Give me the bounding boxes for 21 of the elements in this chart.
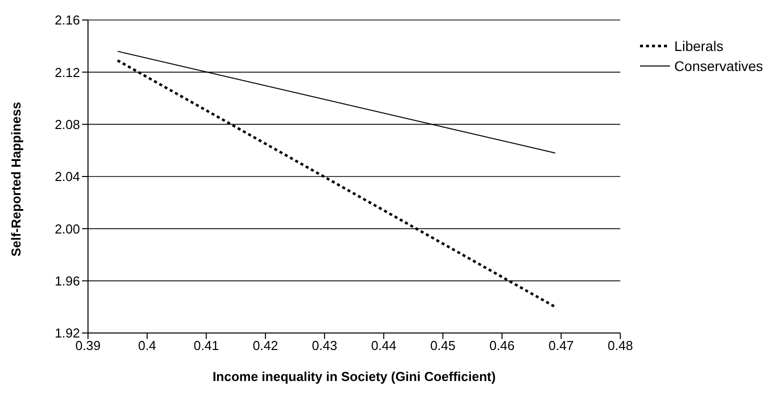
- y-tick-label: 1.96: [54, 273, 80, 288]
- y-tick-label: 2.16: [54, 12, 80, 28]
- y-tick-label: 1.92: [54, 326, 80, 341]
- x-tick-label: 0.44: [371, 338, 396, 354]
- x-axis-title: Income inequality in Society (Gini Coefficient): [212, 369, 496, 384]
- x-tick-label: 0.47: [548, 338, 574, 354]
- x-tick-label: 0.42: [252, 338, 278, 354]
- legend-label: Conservatives: [674, 58, 763, 74]
- x-tick-label: 0.46: [489, 338, 515, 354]
- legend-label: Liberals: [674, 38, 724, 54]
- x-tick-label: 0.45: [430, 338, 456, 354]
- y-tick-label: 2.08: [54, 116, 80, 132]
- y-tick-label: 2.04: [54, 169, 80, 184]
- x-tick-label: 0.41: [194, 338, 219, 354]
- x-tick-label: 0.43: [312, 338, 338, 354]
- x-tick-label: 0.48: [608, 338, 633, 354]
- y-tick-label: 2.12: [54, 64, 80, 80]
- y-tick-label: 2.00: [54, 221, 80, 236]
- x-tick-label: 0.4: [138, 338, 156, 354]
- x-tick-label: 0.39: [75, 338, 101, 354]
- y-axis-title: Self-Reported Happiness: [8, 102, 24, 256]
